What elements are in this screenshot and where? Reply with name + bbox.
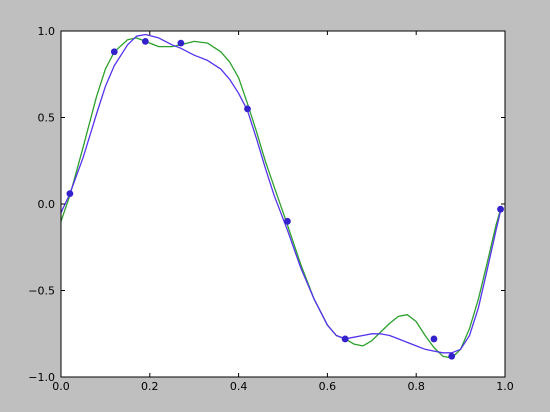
x-tick-label: 0.4	[230, 380, 248, 393]
y-tick-label: −1.0	[28, 371, 55, 384]
data-point	[497, 205, 504, 213]
y-tick-label: −0.5	[28, 285, 55, 298]
data-point	[430, 335, 438, 343]
x-tick-label: 0.2	[141, 380, 159, 393]
series-1-line	[60, 33, 502, 354]
data-point	[284, 217, 291, 225]
series-layer	[60, 33, 504, 360]
data-point	[244, 105, 251, 113]
plot-area	[61, 31, 505, 377]
data-point	[66, 190, 74, 198]
data-point	[141, 37, 149, 45]
data-point	[177, 39, 185, 47]
ticks-layer: 0.0 0.2 0.4 0.6 0.8 1.0 1.0 0.5 0.0 −0.5 −1.0	[28, 25, 513, 393]
y-tick-label: 0.5	[38, 112, 56, 125]
x-tick-label: 1.0	[496, 380, 514, 393]
y-tick-label: 0.0	[38, 198, 56, 211]
data-point	[448, 352, 456, 360]
series-0-line	[60, 37, 502, 359]
data-point	[110, 48, 118, 56]
x-tick-label: 0.6	[319, 380, 337, 393]
y-tick-label: 1.0	[38, 25, 56, 38]
data-point	[341, 335, 349, 343]
plot-frame	[60, 30, 506, 378]
x-tick-label: 0.8	[407, 380, 425, 393]
axes: 0.0 0.2 0.4 0.6 0.8 1.0 1.0 0.5 0.0 −0.5 −1.0	[28, 25, 513, 393]
x-tick-label: 0.0	[52, 380, 70, 393]
